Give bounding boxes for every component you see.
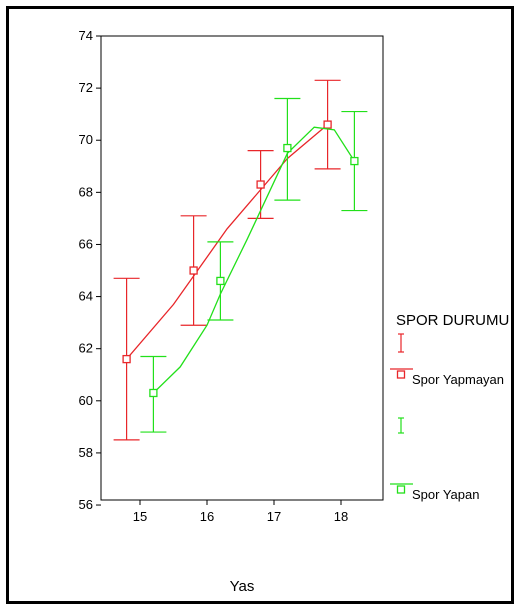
series-line	[126, 124, 329, 360]
legend: SPOR DURUMU Spor Yapmayan Spor Yapan	[390, 312, 509, 502]
y-tick-label: 74	[79, 28, 93, 43]
mean-marker	[323, 120, 332, 129]
x-axis: 15 16 17 18	[133, 500, 348, 524]
y-axis: 56 58 60 62 64 66 68 70 72 74	[79, 28, 101, 512]
y-tick-label: 66	[79, 236, 93, 251]
y-tick-label: 56	[79, 497, 93, 512]
series-layer	[113, 79, 368, 441]
y-tick-label: 70	[79, 132, 93, 147]
legend-label: Spor Yapmayan	[412, 372, 504, 387]
x-axis-title: Yas	[230, 578, 255, 595]
x-tick-label: 15	[133, 509, 147, 524]
mean-marker	[216, 276, 225, 286]
legend-item-2: Spor Yapan	[390, 417, 479, 502]
legend-label: Spor Yapan	[412, 487, 479, 502]
plot-area	[100, 35, 384, 501]
mean-marker	[350, 156, 359, 166]
series-1	[113, 79, 341, 441]
y-tick-label: 58	[79, 445, 93, 460]
y-tick-label: 72	[79, 80, 93, 95]
y-tick-label: 68	[79, 184, 93, 199]
mean-marker	[189, 266, 198, 275]
legend-title: SPOR DURUMU	[396, 312, 509, 329]
series-2	[140, 97, 368, 433]
legend-marker	[396, 370, 406, 379]
series-line	[152, 126, 355, 394]
x-tick-label: 16	[200, 509, 214, 524]
legend-marker	[396, 485, 406, 494]
x-tick-label: 18	[334, 509, 348, 524]
x-tick-label: 17	[267, 509, 281, 524]
y-tick-label: 60	[79, 393, 93, 408]
mean-marker	[256, 180, 265, 189]
y-tick-label: 62	[79, 341, 93, 356]
y-tick-label: 64	[79, 289, 93, 304]
mean-marker	[122, 354, 131, 364]
legend-item-1: Spor Yapmayan	[390, 333, 504, 387]
mean-marker	[283, 143, 292, 153]
mean-marker	[149, 388, 158, 398]
